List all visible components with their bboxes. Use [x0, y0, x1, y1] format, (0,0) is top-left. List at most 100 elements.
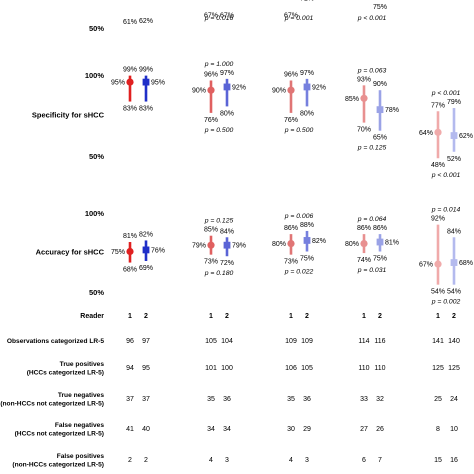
y-axis-title: Specificity for sHCC	[32, 111, 105, 120]
blue-upper-label: 88%	[300, 222, 314, 229]
p-value-label: p = 0.125	[204, 218, 234, 225]
red-value-label: 75%	[111, 249, 125, 256]
red-upper-label: 99%	[123, 67, 137, 74]
blue-lower-label: 65%	[373, 135, 387, 142]
blue-point-estimate	[450, 259, 458, 266]
blue-point-estimate	[303, 237, 311, 244]
blue-value-label: 82%	[312, 238, 326, 245]
table-cell: 94	[126, 365, 134, 372]
table-cell: 97	[142, 338, 150, 345]
table-cell: 109	[285, 338, 297, 345]
blue-value-label: 76%	[151, 247, 165, 254]
p-value-label: p = 0.064	[357, 216, 387, 223]
table-cell: 105	[301, 365, 313, 372]
table-cell: 26	[376, 426, 384, 433]
red-point-estimate	[360, 240, 368, 248]
red-value-label: 79%	[192, 243, 206, 250]
blue-value-label: 95%	[151, 80, 165, 87]
table-cell: 116	[374, 338, 385, 345]
table-cell: 110	[374, 365, 385, 372]
table-cell: 30	[287, 426, 295, 433]
blue-value-label: 78%	[385, 107, 399, 114]
p-value-bottom-label: p = 0.125	[357, 145, 387, 152]
reader-number-label: 2	[225, 313, 229, 320]
table-cell: 2	[128, 457, 132, 464]
blue-lower-label: 80%	[220, 110, 234, 117]
table-cell: 29	[303, 426, 311, 433]
reader-number-label: 1	[128, 313, 132, 320]
blue-upper-label: 79%	[447, 99, 461, 106]
red-lower-label: 76%	[284, 117, 298, 124]
blue-upper-label: 84%	[220, 228, 234, 235]
table-cell: 95	[142, 365, 150, 372]
red-point-estimate	[287, 240, 295, 248]
red-point-estimate	[434, 260, 442, 268]
table-row-label: (HCCs categorized LR-5)	[27, 369, 104, 376]
table-row-label: False negatives	[55, 422, 104, 429]
table-cell: 106	[285, 365, 297, 372]
table-cell: 141	[432, 338, 444, 345]
red-value-label: 90%	[192, 88, 206, 95]
blue-value-label: 62%	[459, 133, 473, 140]
table-cell: 33	[360, 396, 368, 403]
table-row-label: False positives	[57, 453, 105, 460]
blue-lower-label: 75%	[300, 256, 314, 263]
p-value-bottom-label: p = 0.031	[357, 267, 387, 274]
p-value-bottom-label: p = 0.180	[204, 270, 234, 277]
table-cell: 114	[358, 338, 369, 345]
table-row-label: (HCCs not categorized LR-5)	[15, 430, 104, 437]
table-cell: 32	[376, 396, 384, 403]
blue-point-estimate	[376, 106, 384, 114]
reader-number-label: 1	[289, 313, 293, 320]
table-row-label: True positives	[60, 361, 105, 368]
table-cell: 110	[358, 365, 369, 372]
blue-lower-label: 75%	[373, 4, 387, 11]
reader-number-label: 2	[452, 313, 456, 320]
table-cell: 24	[450, 396, 458, 403]
table-row-label: (non-HCCs categorized LR-5)	[12, 461, 104, 468]
table-cell: 35	[207, 396, 215, 403]
table-header-label: Reader	[80, 313, 104, 320]
table-row-label: (non-HCCs not categorized LR-5)	[0, 400, 104, 407]
red-upper-label: 77%	[431, 102, 445, 109]
table-cell: 8	[436, 426, 440, 433]
table-cell: 10	[450, 426, 458, 433]
blue-value-label: 92%	[312, 84, 326, 91]
red-upper-label: 81%	[123, 233, 137, 240]
p-value-label: p = 1.000	[204, 61, 234, 68]
blue-lower-label: 62%	[139, 18, 153, 25]
red-lower-label: 67%	[204, 13, 218, 20]
blue-lower-label: 67%	[220, 13, 234, 20]
red-upper-label: 96%	[284, 71, 298, 78]
y-axis-bottom-label: 50%	[89, 24, 104, 33]
p-value-bottom-label: p = 0.001	[284, 15, 314, 22]
blue-lower-label: 72%	[220, 260, 234, 267]
red-point-estimate	[360, 94, 368, 102]
red-upper-label: 85%	[204, 227, 218, 234]
reader-number-label: 1	[209, 313, 213, 320]
p-value-label: p = 0.063	[357, 67, 387, 74]
blue-lower-label: 69%	[139, 265, 153, 272]
blue-lower-label: 80%	[300, 110, 314, 117]
table-cell: 125	[448, 365, 460, 372]
red-point-estimate	[126, 247, 134, 256]
p-value-bottom-label: p < 0.001	[431, 172, 461, 179]
table-cell: 4	[209, 457, 213, 464]
red-point-estimate	[434, 128, 442, 136]
red-lower-label: 61%	[123, 19, 137, 26]
table-cell: 125	[432, 365, 444, 372]
red-value-label: 64%	[419, 130, 433, 137]
table-cell: 36	[223, 396, 231, 403]
red-upper-label: 86%	[357, 225, 371, 232]
blue-upper-label: 71%	[300, 0, 314, 2]
y-axis-bottom-label: 50%	[89, 152, 104, 161]
table-cell: 96	[126, 338, 134, 345]
blue-point-estimate	[450, 132, 458, 139]
red-value-label: 90%	[272, 88, 286, 95]
table-row-label: True negatives	[58, 392, 105, 399]
table-cell: 105	[205, 338, 217, 345]
blue-upper-label: 97%	[300, 70, 314, 77]
blue-upper-label: 82%	[139, 231, 153, 238]
p-value-bottom-label: p = 0.002	[431, 299, 461, 306]
